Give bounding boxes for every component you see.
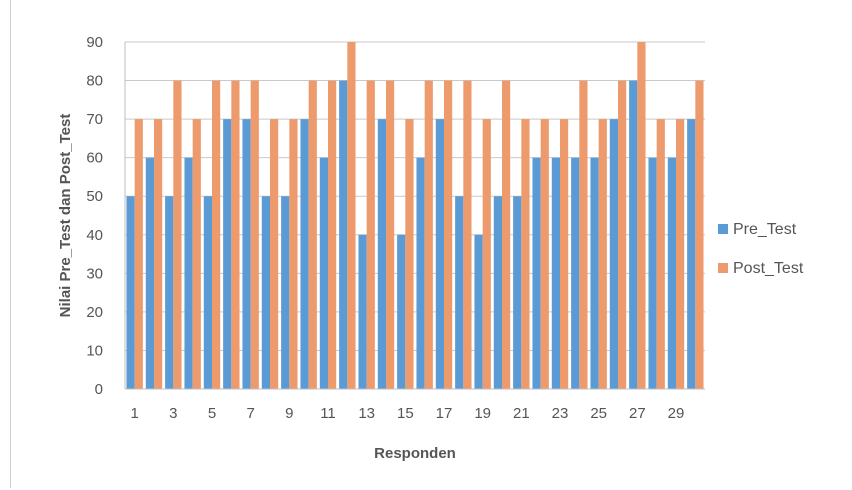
legend: Pre_Test Post_Test <box>718 221 804 277</box>
bar-pre-test-27 <box>629 80 638 389</box>
bar-post-test-3 <box>173 80 182 389</box>
bar-pre-test-11 <box>319 157 328 389</box>
bar-post-test-20 <box>502 80 511 389</box>
x-tick-label-27: 27 <box>629 405 646 422</box>
bar-pre-test-25 <box>590 157 599 389</box>
x-tick-label-21: 21 <box>513 405 530 422</box>
bar-pre-test-8 <box>261 196 270 389</box>
bar-pre-test-4 <box>184 157 193 389</box>
x-tick-label-9: 9 <box>285 405 293 422</box>
bar-pre-test-22 <box>532 157 541 389</box>
bar-post-test-27 <box>637 42 646 389</box>
y-tick-label-50: 50 <box>86 188 103 205</box>
x-tick-label-13: 13 <box>358 405 375 422</box>
bar-pre-test-2 <box>145 157 154 389</box>
bar-pre-test-28 <box>648 157 657 389</box>
bar-post-test-17 <box>444 80 453 389</box>
bar-post-test-26 <box>618 80 627 389</box>
y-tick-label-0: 0 <box>95 381 103 398</box>
bar-pre-test-10 <box>300 119 309 390</box>
bar-post-test-15 <box>405 119 414 390</box>
x-tick-label-19: 19 <box>474 405 491 422</box>
bar-pre-test-1 <box>126 196 135 389</box>
x-tick-label-5: 5 <box>208 405 216 422</box>
y-tick-label-40: 40 <box>86 227 103 244</box>
x-axis-title: Responden <box>374 445 456 462</box>
bar-pre-test-23 <box>551 157 560 389</box>
bar-pre-test-5 <box>203 196 212 389</box>
bar-pre-test-12 <box>339 80 348 389</box>
bar-pre-test-17 <box>435 119 444 390</box>
x-tick-label-25: 25 <box>590 405 607 422</box>
bar-post-test-14 <box>386 80 395 389</box>
bar-post-test-13 <box>366 80 375 389</box>
y-tick-label-10: 10 <box>86 342 103 359</box>
bar-post-test-4 <box>192 119 201 390</box>
bar-post-test-21 <box>521 119 530 390</box>
bar-post-test-1 <box>134 119 143 390</box>
bar-post-test-30 <box>695 80 704 389</box>
bar-post-test-19 <box>482 119 491 390</box>
bar-pre-test-18 <box>455 196 464 389</box>
x-tick-label-7: 7 <box>246 405 254 422</box>
bar-post-test-22 <box>540 119 549 390</box>
bar-post-test-16 <box>424 80 433 389</box>
y-tick-label-30: 30 <box>86 265 103 282</box>
bar-post-test-6 <box>231 80 240 389</box>
bar-pre-test-3 <box>165 196 174 389</box>
x-tick-label-29: 29 <box>668 405 685 422</box>
bar-post-test-2 <box>154 119 163 390</box>
legend-swatch-post-test <box>718 263 728 273</box>
bar-post-test-8 <box>270 119 279 390</box>
bar-post-test-29 <box>676 119 685 390</box>
x-tick-label-17: 17 <box>436 405 453 422</box>
bar-pre-test-30 <box>687 119 696 390</box>
bar-pre-test-7 <box>242 119 251 390</box>
legend-label-pre-test: Pre_Test <box>733 221 797 238</box>
y-tick-label-70: 70 <box>86 111 103 128</box>
y-tick-label-60: 60 <box>86 150 103 167</box>
bar-pre-test-24 <box>571 157 580 389</box>
bars <box>126 42 704 390</box>
bar-pre-test-29 <box>667 157 676 389</box>
chart-frame <box>10 0 851 488</box>
bar-pre-test-26 <box>609 119 618 390</box>
bar-post-test-23 <box>560 119 569 390</box>
bar-pre-test-14 <box>377 119 386 390</box>
bar-post-test-11 <box>328 80 337 389</box>
bar-post-test-10 <box>308 80 317 389</box>
legend-swatch-pre-test <box>718 224 728 234</box>
y-axis-title: Nilai Pre_Test dan Post_Test <box>57 114 74 318</box>
bar-post-test-7 <box>250 80 259 389</box>
y-tick-label-90: 90 <box>86 34 103 51</box>
bar-pre-test-6 <box>223 119 232 390</box>
bar-post-test-12 <box>347 42 356 389</box>
bar-post-test-18 <box>463 80 472 389</box>
x-tick-label-23: 23 <box>552 405 569 422</box>
bar-pre-test-20 <box>493 196 502 389</box>
x-tick-label-15: 15 <box>397 405 414 422</box>
bar-pre-test-19 <box>474 234 483 389</box>
bar-pre-test-13 <box>358 234 367 389</box>
bar-post-test-9 <box>289 119 298 390</box>
x-tick-label-11: 11 <box>320 405 336 422</box>
bar-post-test-28 <box>656 119 665 390</box>
bar-pre-test-15 <box>397 234 406 389</box>
x-tick-label-1: 1 <box>130 405 138 422</box>
bar-post-test-25 <box>598 119 607 390</box>
legend-label-post-test: Post_Test <box>733 260 804 277</box>
bar-post-test-5 <box>212 80 221 389</box>
y-tick-label-20: 20 <box>86 304 103 321</box>
bar-post-test-24 <box>579 80 588 389</box>
x-tick-label-3: 3 <box>169 405 177 422</box>
bar-pre-test-16 <box>416 157 425 389</box>
bar-pre-test-21 <box>513 196 522 389</box>
bar-pre-test-9 <box>281 196 290 389</box>
y-tick-label-80: 80 <box>86 73 103 90</box>
